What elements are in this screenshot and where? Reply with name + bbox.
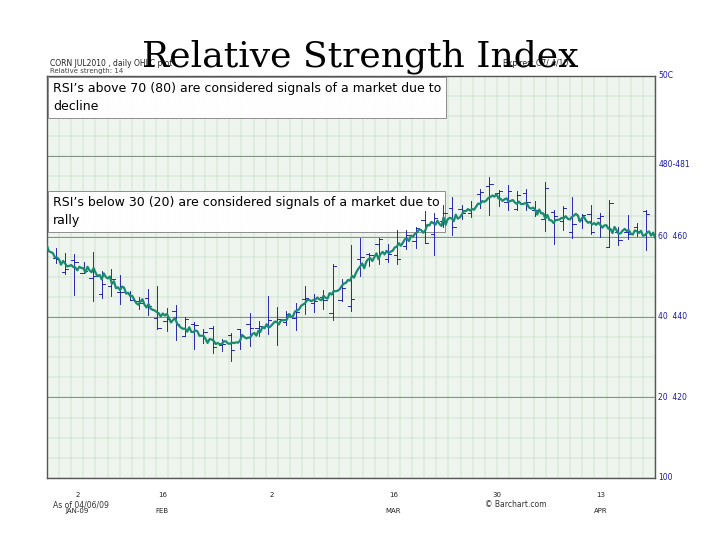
Text: 16: 16 bbox=[389, 492, 398, 498]
Text: © Barchart.com: © Barchart.com bbox=[485, 500, 546, 509]
Text: Econ 339X, Spring 2010: Econ 339X, Spring 2010 bbox=[14, 523, 156, 536]
Text: As of 04/06/09: As of 04/06/09 bbox=[53, 500, 109, 509]
Text: 2: 2 bbox=[75, 492, 79, 498]
Text: 100: 100 bbox=[658, 474, 672, 482]
Text: JAN-09: JAN-09 bbox=[66, 508, 89, 514]
Text: 13: 13 bbox=[596, 492, 605, 498]
Text: Relative strength: 14: Relative strength: 14 bbox=[50, 69, 123, 75]
Text: 2: 2 bbox=[270, 492, 274, 498]
Text: RSI’s below 30 (20) are considered signals of a market due to
rally: RSI’s below 30 (20) are considered signa… bbox=[53, 197, 439, 227]
Text: 16: 16 bbox=[158, 492, 167, 498]
Text: 60  460: 60 460 bbox=[658, 232, 688, 241]
Text: RSI’s above 70 (80) are considered signals of a market due to
decline: RSI’s above 70 (80) are considered signa… bbox=[53, 82, 441, 113]
Text: 480-481: 480-481 bbox=[658, 160, 690, 168]
Text: 50C: 50C bbox=[658, 71, 673, 80]
Text: IOWA STATE UNIVERSITY: IOWA STATE UNIVERSITY bbox=[14, 500, 231, 514]
Text: CORN JUL2010 , daily OHLC plot: CORN JUL2010 , daily OHLC plot bbox=[50, 59, 172, 68]
Text: 30: 30 bbox=[492, 492, 502, 498]
Text: MAR: MAR bbox=[386, 508, 401, 514]
Text: Expires: C7/ 4/10: Expires: C7/ 4/10 bbox=[503, 59, 568, 68]
Text: 40  440: 40 440 bbox=[658, 313, 688, 321]
Text: Relative Strength Index: Relative Strength Index bbox=[142, 39, 578, 74]
Text: APR: APR bbox=[593, 508, 607, 514]
Text: FEB: FEB bbox=[156, 508, 169, 514]
Text: 20  420: 20 420 bbox=[658, 393, 687, 402]
